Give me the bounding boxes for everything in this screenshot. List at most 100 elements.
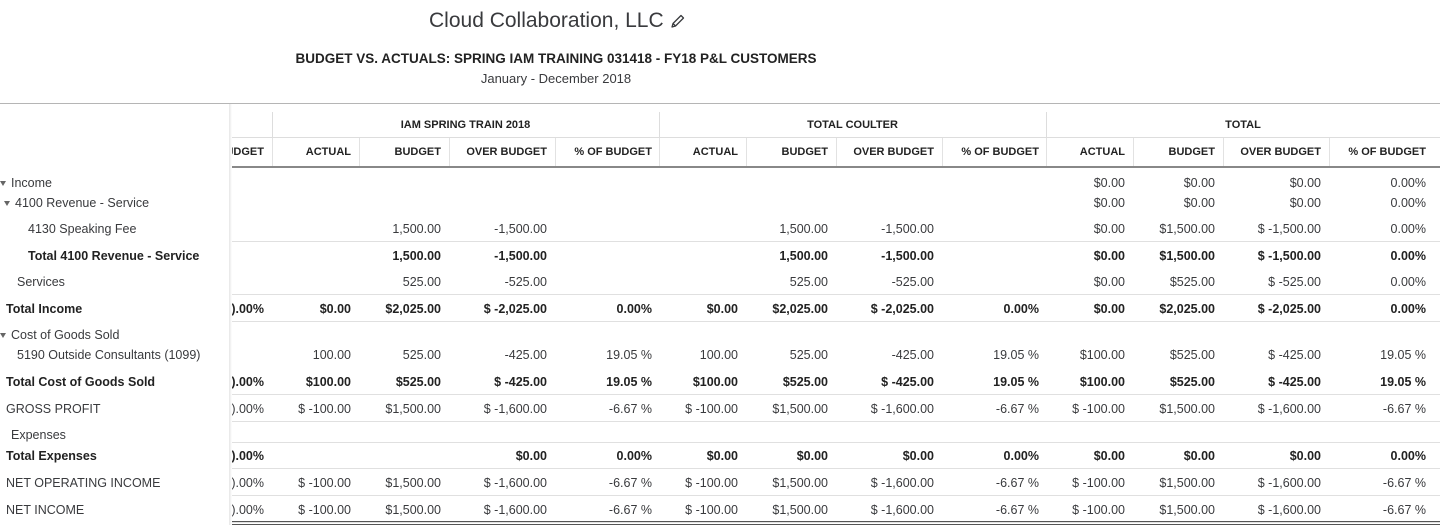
row-label-text: Total 4100 Revenue - Service [28, 249, 200, 263]
column-header[interactable]: BUDGET [394, 146, 441, 158]
row-divider [0, 522, 1440, 523]
row-label-net-income: NET INCOME [6, 503, 84, 517]
table-cell: $1,500.00 [385, 503, 441, 517]
table-cell: $0.00 [1183, 176, 1215, 190]
table-cell: $525.00 [1169, 375, 1215, 389]
cell-partial: ).00% [231, 449, 264, 463]
company-name: Cloud Collaboration, LLC [429, 9, 686, 33]
table-cell: $100.00 [1079, 348, 1125, 362]
table-cell: $ -2,025.00 [1257, 302, 1321, 316]
column-header[interactable]: % OF BUDGET [1348, 146, 1426, 158]
table-cell: 525.00 [402, 348, 441, 362]
table-cell: -6.67 % [1382, 402, 1426, 416]
table-cell: $ -100.00 [685, 402, 738, 416]
column-header-separator [1223, 138, 1224, 166]
row-label-text: Income [11, 176, 52, 190]
column-header[interactable]: % OF BUDGET [574, 146, 652, 158]
table-cell: -425.00 [504, 348, 547, 362]
row-label-4100-revenue-service[interactable]: 4100 Revenue - Service [4, 196, 149, 210]
table-cell: $1,500.00 [772, 476, 828, 490]
column-header-budget-partial: JDGET [227, 146, 264, 158]
column-header[interactable]: % OF BUDGET [961, 146, 1039, 158]
row-divider [0, 294, 1440, 295]
table-cell: $ -2,025.00 [870, 302, 934, 316]
row-label-total-4100-revenue-service: Total 4100 Revenue - Service [28, 249, 199, 263]
table-cell: $100.00 [1079, 375, 1125, 389]
table-cell: $ -100.00 [685, 503, 738, 517]
column-header-separator [555, 138, 556, 166]
table-cell: 19.05 % [993, 348, 1039, 362]
table-cell: $ -100.00 [685, 476, 738, 490]
table-cell: -1,500.00 [881, 249, 934, 263]
column-header-separator [836, 138, 837, 166]
table-cell: $1,500.00 [385, 476, 441, 490]
table-cell: -6.67 % [995, 402, 1039, 416]
column-header[interactable]: ACTUAL [1079, 146, 1125, 158]
table-cell: 100.00 [312, 348, 351, 362]
table-cell: $0.00 [1183, 196, 1215, 210]
column-header-separator [659, 138, 660, 166]
column-header-separator [942, 138, 943, 166]
table-cell: $ -1,600.00 [870, 503, 934, 517]
edit-pencil-icon[interactable] [670, 13, 686, 29]
table-cell: -6.67 % [995, 476, 1039, 490]
row-label-text: NET OPERATING INCOME [6, 476, 161, 490]
collapse-triangle-icon[interactable] [0, 333, 6, 339]
column-header[interactable]: ACTUAL [305, 146, 351, 158]
table-cell: $ -1,600.00 [483, 503, 547, 517]
table-cell: 0.00% [1003, 302, 1039, 316]
table-cell: 0.00% [1390, 196, 1426, 210]
table-cell: $2,025.00 [385, 302, 441, 316]
column-header[interactable]: BUDGET [781, 146, 828, 158]
column-header[interactable]: ACTUAL [692, 146, 738, 158]
table-cell: $ -1,600.00 [1257, 503, 1321, 517]
table-cell: $1,500.00 [1159, 402, 1215, 416]
table-cell: $ -1,500.00 [1257, 249, 1321, 263]
table-cell: $ -100.00 [1072, 476, 1125, 490]
table-cell: $ -425.00 [1268, 348, 1321, 362]
table-cell: $2,025.00 [772, 302, 828, 316]
collapse-triangle-icon[interactable] [0, 181, 6, 187]
table-cell: $0.00 [1093, 176, 1125, 190]
table-cell: 0.00% [1390, 275, 1426, 289]
column-group-header: TOTAL [1225, 119, 1261, 131]
table-cell: $ -100.00 [1072, 402, 1125, 416]
table-cell: $0.00 [1093, 249, 1125, 263]
table-cell: $ -1,600.00 [483, 476, 547, 490]
company-name-text: Cloud Collaboration, LLC [429, 9, 664, 32]
row-label-cost-of-goods-sold[interactable]: Cost of Goods Sold [0, 328, 119, 342]
table-cell: $ -1,600.00 [870, 402, 934, 416]
column-group-separator [659, 112, 660, 139]
table-cell: $ -2,025.00 [483, 302, 547, 316]
table-cell: 0.00% [1003, 449, 1039, 463]
table-cell: 525.00 [789, 348, 828, 362]
table-cell: $525.00 [782, 375, 828, 389]
column-header[interactable]: OVER BUDGET [1240, 146, 1321, 158]
collapse-triangle-icon[interactable] [4, 201, 10, 207]
column-header[interactable]: OVER BUDGET [853, 146, 934, 158]
table-cell: $1,500.00 [772, 503, 828, 517]
header-subdivider [232, 137, 1440, 138]
column-header[interactable]: OVER BUDGET [466, 146, 547, 158]
table-cell: 1,500.00 [779, 222, 828, 236]
table-cell: $ -425.00 [494, 375, 547, 389]
table-cell: 0.00% [616, 449, 652, 463]
table-cell: -525.00 [891, 275, 934, 289]
cell-partial: ).00% [231, 402, 264, 416]
column-group-header: IAM SPRING TRAIN 2018 [400, 119, 531, 131]
table-cell: $ -100.00 [298, 402, 351, 416]
table-cell: 100.00 [699, 348, 738, 362]
column-header[interactable]: BUDGET [1168, 146, 1215, 158]
table-cell: 0.00% [1390, 302, 1426, 316]
row-divider [0, 321, 1440, 322]
table-cell: -6.67 % [995, 503, 1039, 517]
table-cell: $1,500.00 [1159, 249, 1215, 263]
table-cell: $0.00 [1183, 449, 1215, 463]
table-cell: -1,500.00 [881, 222, 934, 236]
row-label-income[interactable]: Income [0, 176, 52, 190]
table-cell: $1,500.00 [772, 402, 828, 416]
row-label-total-expenses: Total Expenses [6, 449, 97, 463]
row-label-total-cost-of-goods-sold: Total Cost of Goods Sold [6, 375, 155, 389]
row-label-text: GROSS PROFIT [6, 402, 101, 416]
report-title: BUDGET VS. ACTUALS: SPRING IAM TRAINING … [295, 51, 817, 66]
